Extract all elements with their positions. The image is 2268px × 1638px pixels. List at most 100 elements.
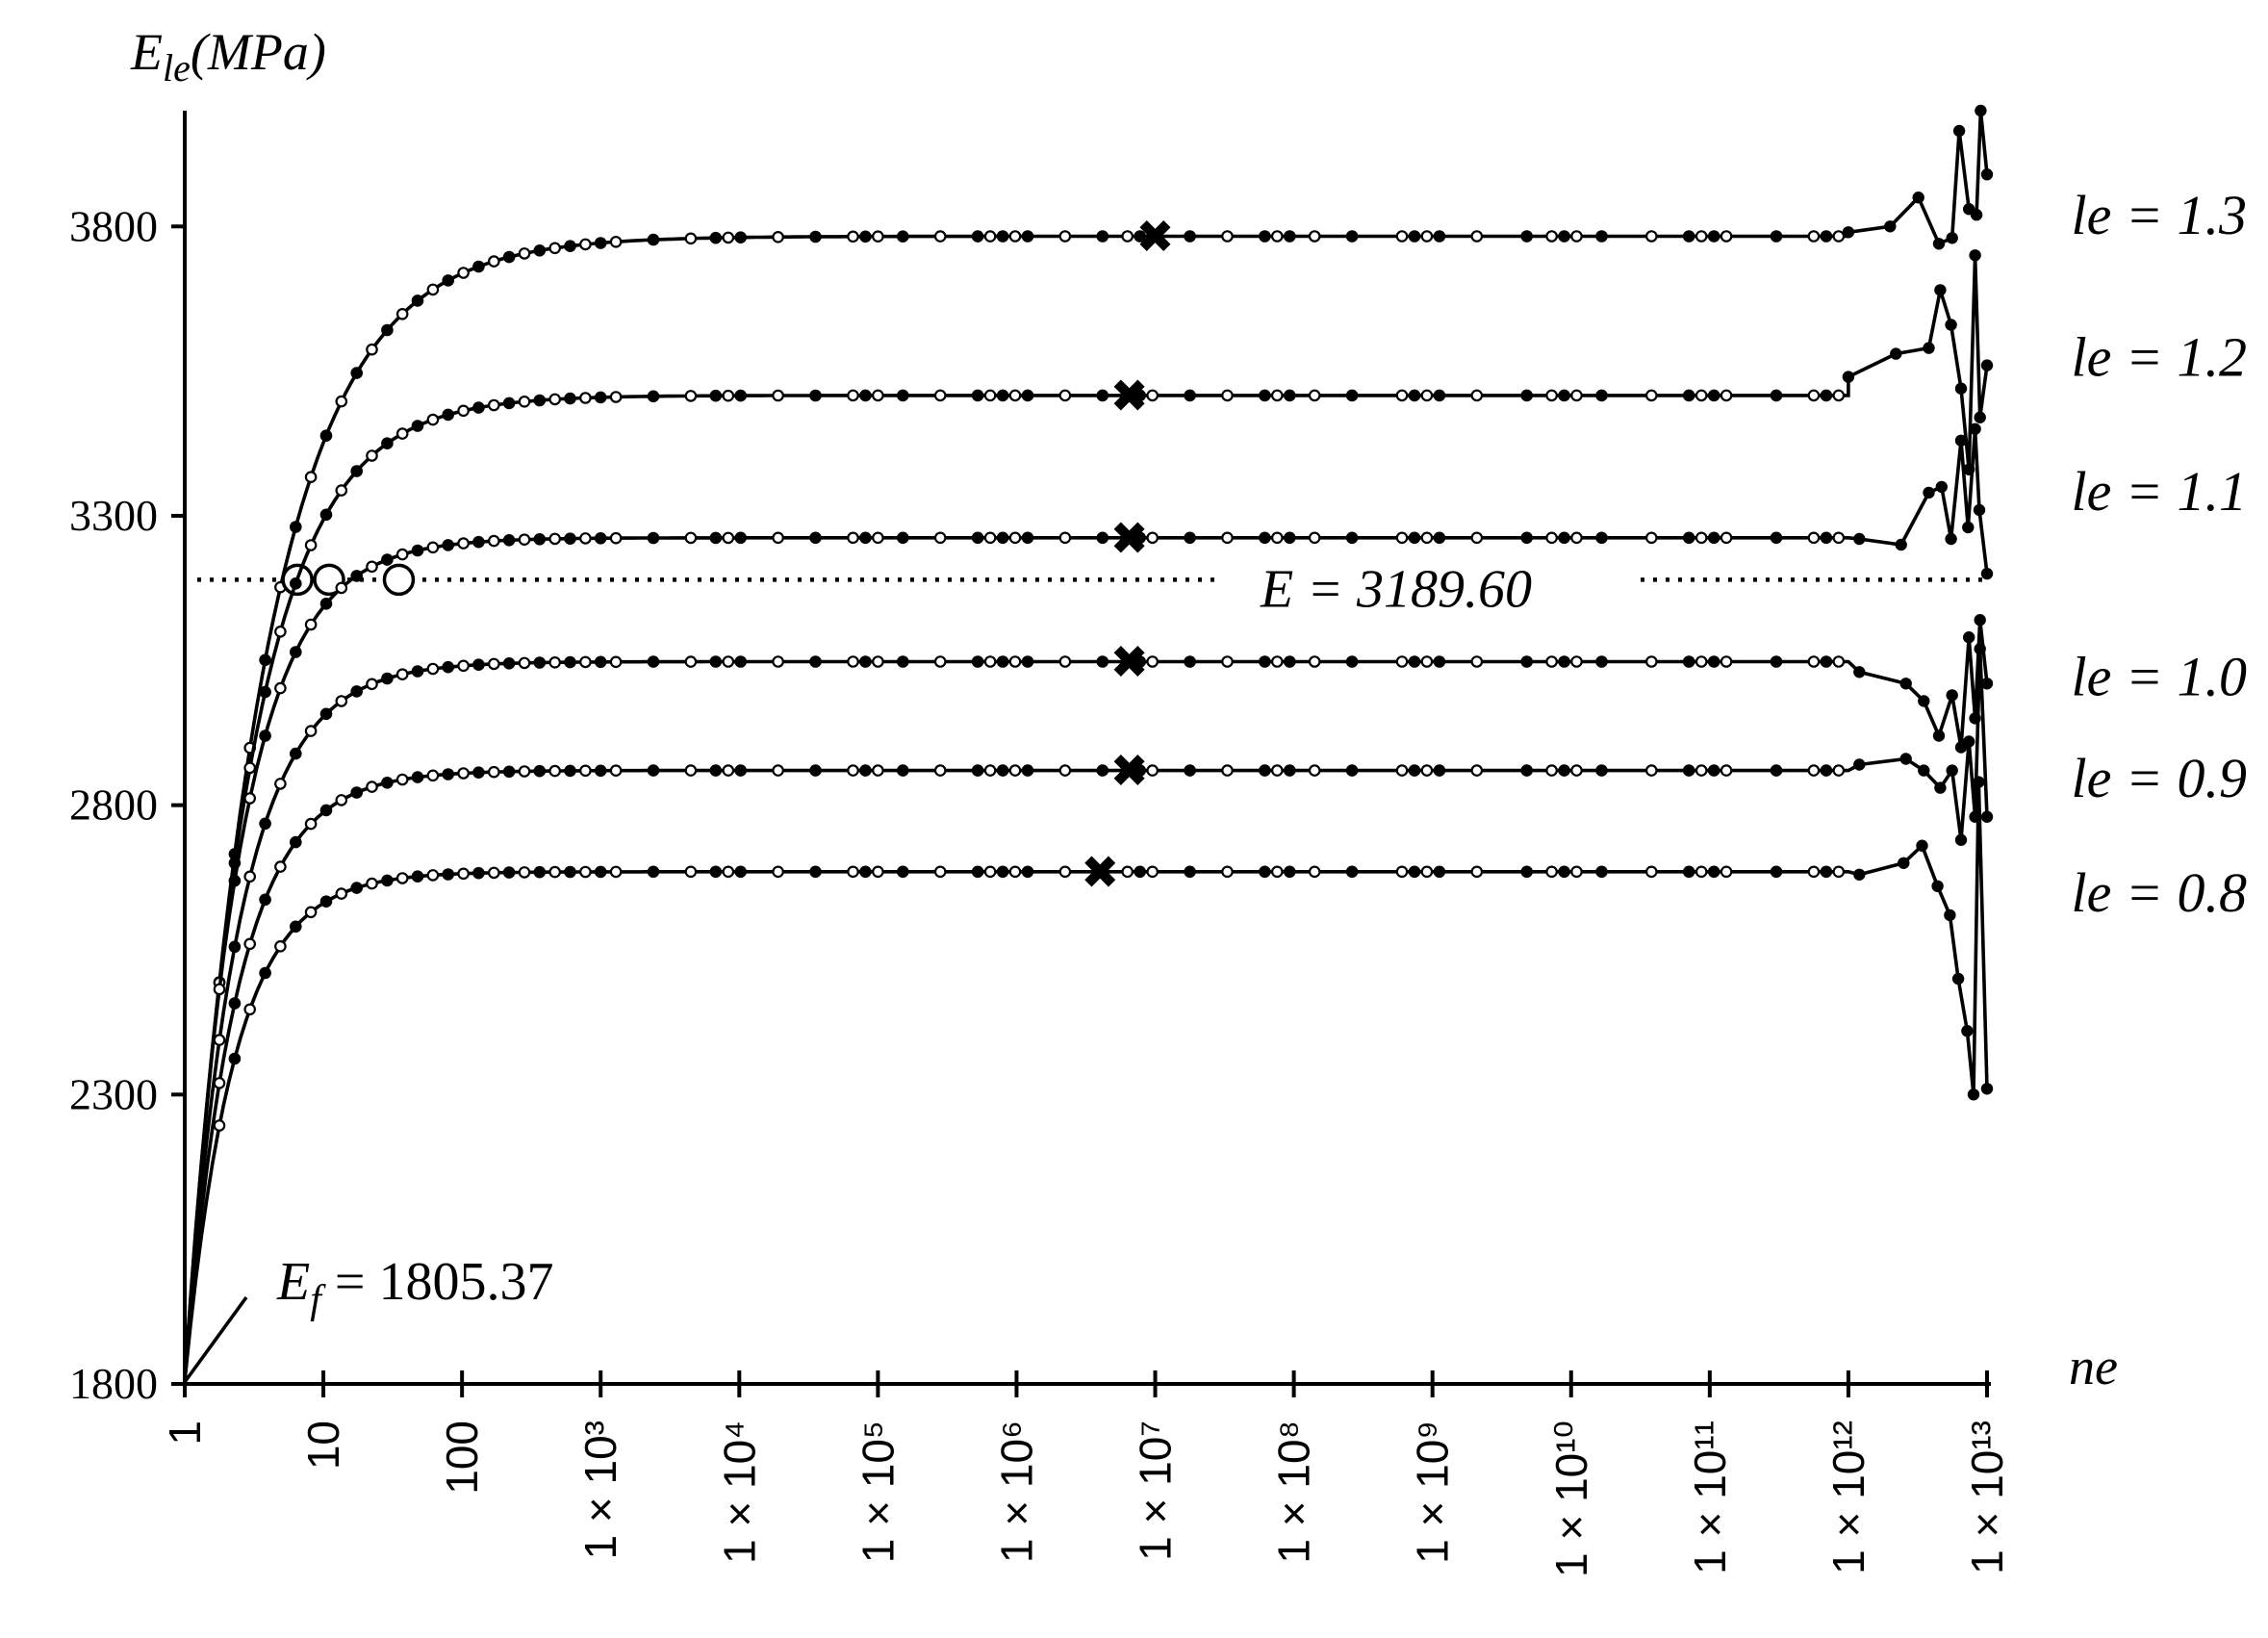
data-point <box>1271 230 1284 243</box>
data-point <box>1545 531 1558 545</box>
data-point <box>1980 678 1994 690</box>
data-point <box>1395 655 1409 668</box>
data-point <box>1820 655 1833 668</box>
data-point <box>1184 531 1196 545</box>
data-point <box>1595 230 1608 243</box>
data-point <box>1980 359 1994 371</box>
data-point <box>1980 567 1994 580</box>
data-point <box>1923 486 1935 499</box>
data-point <box>1345 389 1359 402</box>
data-point <box>1121 389 1134 402</box>
data-point <box>564 392 576 405</box>
data-point <box>1520 389 1533 402</box>
data-point <box>1308 655 1321 668</box>
data-point <box>1433 230 1446 243</box>
data-point <box>442 868 454 881</box>
data-point <box>971 389 984 402</box>
data-point <box>1770 655 1783 668</box>
data-point <box>1558 764 1570 777</box>
data-point <box>983 655 997 668</box>
data-point <box>1820 764 1833 777</box>
data-point <box>579 655 592 669</box>
data-point <box>1954 382 1968 395</box>
data-point <box>564 865 576 879</box>
data-point <box>274 625 287 638</box>
data-point <box>1021 230 1034 243</box>
data-point <box>859 389 872 402</box>
data-point <box>722 655 735 668</box>
data-point <box>335 794 348 806</box>
cross-marker: ✖ <box>1109 745 1148 799</box>
data-point <box>709 389 723 402</box>
x-axis-title: ne <box>2069 1338 2118 1395</box>
data-point <box>366 449 378 462</box>
data-point <box>1408 531 1421 545</box>
data-point <box>1912 192 1924 204</box>
data-point <box>259 685 271 699</box>
data-point <box>213 1119 226 1132</box>
data-point <box>1134 764 1146 777</box>
data-point <box>411 771 424 783</box>
data-point <box>1963 203 1975 216</box>
data-point <box>1096 764 1109 777</box>
data-point <box>1395 531 1409 545</box>
data-point <box>502 765 516 779</box>
data-point <box>395 773 409 786</box>
data-point <box>426 541 440 554</box>
data-point <box>1308 764 1321 777</box>
data-point <box>1707 655 1720 668</box>
data-point <box>971 230 984 243</box>
data-point <box>1221 865 1234 879</box>
data-point <box>1008 655 1022 668</box>
data-point <box>411 420 424 432</box>
data-point <box>1770 230 1783 243</box>
data-point <box>1470 230 1484 243</box>
data-point <box>1807 655 1821 668</box>
data-point <box>1951 972 1965 985</box>
data-point <box>1932 729 1946 742</box>
data-point <box>1184 230 1196 243</box>
data-point <box>1345 865 1359 879</box>
data-point <box>457 537 470 550</box>
series-label: le = 1.1 <box>2072 460 2248 523</box>
data-point <box>564 532 576 545</box>
data-point <box>1946 232 1958 244</box>
data-point <box>734 531 747 545</box>
data-point <box>1395 389 1409 402</box>
x-tick-label: 1 × 10³ <box>575 1420 625 1560</box>
data-point <box>1918 695 1930 707</box>
data-point <box>722 865 735 879</box>
data-point <box>228 997 242 1010</box>
data-point <box>684 390 698 402</box>
data-point <box>457 267 470 279</box>
data-point <box>1470 389 1484 402</box>
data-point <box>1895 538 1907 551</box>
data-point <box>1720 865 1733 879</box>
data-point <box>1969 422 1981 435</box>
cross-marker: ✖ <box>1081 846 1119 900</box>
data-point <box>1720 531 1733 545</box>
data-point <box>734 389 747 402</box>
data-point <box>1963 735 1975 748</box>
data-point <box>996 865 1009 879</box>
data-point <box>289 576 302 590</box>
data-point <box>1395 865 1409 879</box>
data-point <box>1970 209 1983 221</box>
data-point <box>872 764 884 777</box>
data-point <box>442 660 454 674</box>
data-point <box>1408 389 1421 402</box>
data-point <box>1980 168 1994 181</box>
x-tick-label: 1 × 10¹³ <box>1962 1420 2012 1574</box>
data-point <box>518 765 531 778</box>
data-point <box>1695 531 1708 545</box>
data-point <box>1221 655 1234 668</box>
data-point <box>243 937 257 951</box>
data-point <box>1558 531 1570 545</box>
data-point <box>1832 389 1846 402</box>
data-point <box>809 655 822 668</box>
data-point <box>350 465 363 477</box>
data-point <box>1695 655 1708 668</box>
data-point <box>1408 655 1421 668</box>
data-point <box>1570 531 1583 545</box>
data-point <box>1558 389 1570 402</box>
